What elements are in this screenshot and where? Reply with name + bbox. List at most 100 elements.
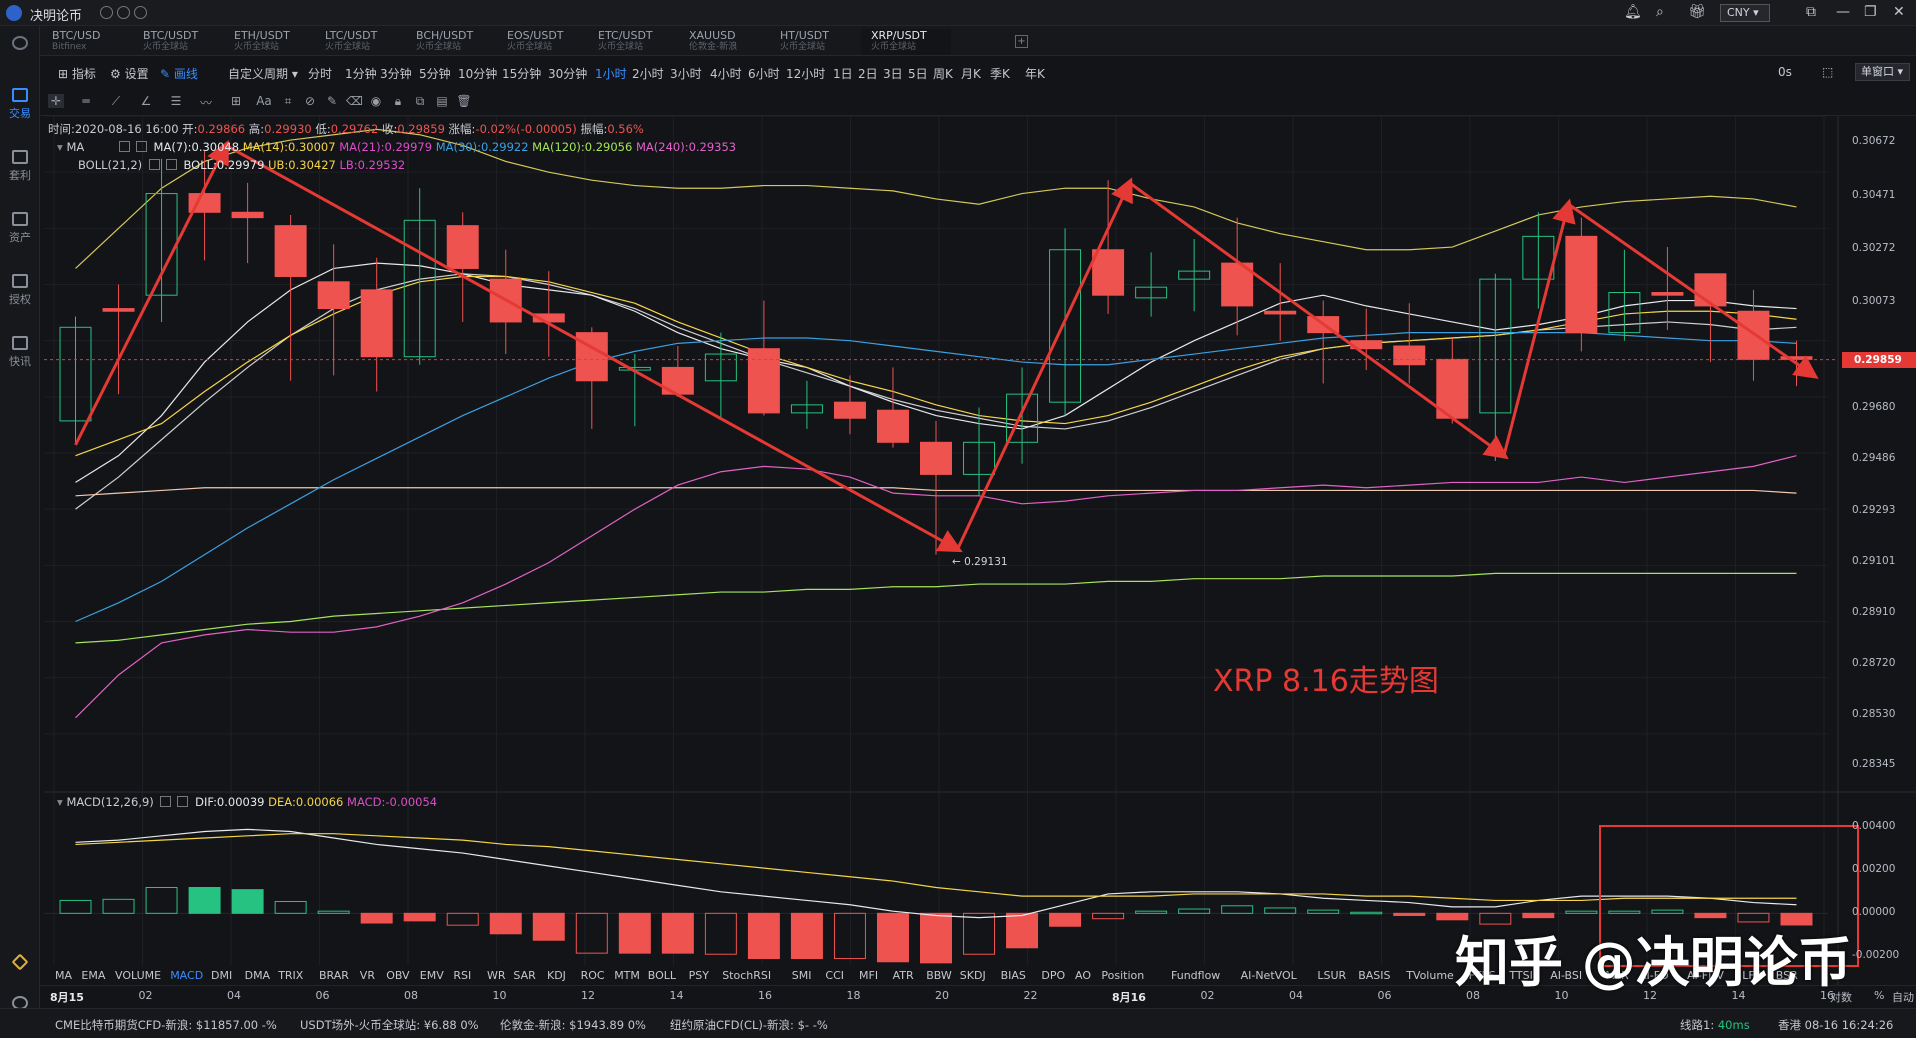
period-10[interactable]: 4小时	[710, 67, 742, 81]
indicator-tab[interactable]: StochRSI	[722, 969, 772, 982]
search-icon[interactable]: ⌕	[1656, 4, 1664, 20]
copy-icon[interactable]: ⧉	[415, 94, 425, 108]
indicator-tab[interactable]: VOLUME	[115, 969, 162, 982]
period-8[interactable]: 2小时	[632, 67, 664, 81]
period-17[interactable]: 周K	[933, 67, 953, 81]
period-11[interactable]: 6小时	[748, 67, 780, 81]
settings-button[interactable]: ⚙ 设置	[110, 67, 149, 81]
indicator-tab[interactable]: BOLL	[647, 969, 677, 982]
nav-trade[interactable]: 交易	[0, 88, 40, 121]
gift-icon[interactable]: 🎁︎	[1688, 4, 1706, 20]
wave-tool-icon[interactable]: 〰	[199, 96, 212, 110]
channel-tool-icon[interactable]: ☰	[170, 94, 182, 108]
custom-period-select[interactable]: 自定义周期 ▾	[228, 67, 298, 81]
symbol-tab[interactable]: BCH/USDT 火币全球站	[406, 29, 496, 55]
nav-arbitrage[interactable]: 套利	[0, 150, 40, 183]
add-tab-icon[interactable]: +	[1015, 35, 1028, 48]
ticker-gold[interactable]: 伦敦金-新浪: $1943.89 0%	[500, 1018, 646, 1032]
indicator-tab[interactable]: ATR	[892, 969, 914, 982]
nav-assets[interactable]: 资产	[0, 212, 40, 245]
bell-icon[interactable]: 🔔︎	[1624, 4, 1642, 20]
indicator-tab[interactable]: OBV	[386, 969, 410, 982]
period-18[interactable]: 月K	[961, 67, 981, 81]
symbol-tab[interactable]: XRP/USDT 火币全球站	[861, 29, 951, 55]
window-select[interactable]: 单窗口 ▾	[1855, 63, 1910, 81]
symbol-tab[interactable]: BTC/USD Bitfinex	[42, 29, 132, 55]
lock-icon[interactable]: 🔒︎	[394, 94, 402, 108]
screenshot-icon[interactable]: ⬚	[1822, 65, 1834, 79]
indicator-tab[interactable]: DPO	[1041, 969, 1066, 982]
period-5[interactable]: 15分钟	[502, 67, 542, 81]
indicator-tab[interactable]: TVolume	[1406, 969, 1454, 982]
text-tool-icon[interactable]: Aa	[256, 94, 272, 108]
indicator-button[interactable]: ⊞ 指标	[58, 67, 96, 81]
indicator-tab[interactable]: DMA	[244, 969, 271, 982]
layers-icon[interactable]: ▤	[436, 94, 448, 108]
currency-select[interactable]: CNY ▾	[1720, 4, 1770, 22]
fib-tool-icon[interactable]: ⌗	[284, 94, 292, 108]
indicator-tab[interactable]: AI-FD	[1639, 969, 1669, 982]
angle-tool-icon[interactable]: ∠	[140, 94, 152, 108]
indicator-tab[interactable]: LSUR	[1317, 969, 1347, 982]
period-7[interactable]: 1小时	[595, 67, 627, 81]
collapse-icon[interactable]: ▾	[57, 140, 63, 154]
period-3[interactable]: 5分钟	[419, 67, 451, 81]
period-2[interactable]: 3分钟	[380, 67, 412, 81]
crosshair-icon[interactable]: ✛	[48, 94, 64, 108]
indicator-tab[interactable]: SMI	[791, 969, 812, 982]
indicator-tab[interactable]: AI-NetVOL	[1240, 969, 1297, 982]
indicator-tab[interactable]: BSR	[1775, 969, 1798, 982]
indicator-tab[interactable]: BRAR	[319, 969, 349, 982]
indicator-tab[interactable]: EMA	[81, 969, 106, 982]
refresh-icon[interactable]	[117, 6, 130, 19]
minimize-icon[interactable]: —	[1836, 4, 1850, 20]
indicator-tab[interactable]: SAR	[513, 969, 536, 982]
indicator-tab[interactable]: MTM	[614, 969, 640, 982]
auto-scale-toggle[interactable]: 自动	[1892, 991, 1914, 1004]
indicator-tab[interactable]: TTSI	[1509, 969, 1533, 982]
macd-settings-icon[interactable]	[160, 796, 172, 807]
period-16[interactable]: 5日	[908, 67, 928, 81]
macd-collapse-icon[interactable]: ▾	[57, 795, 63, 809]
percent-scale-toggle[interactable]: %	[1874, 989, 1885, 1002]
indicator-tab[interactable]: TRIX	[278, 969, 304, 982]
boll-close-icon[interactable]	[165, 159, 177, 170]
boll-settings-icon[interactable]	[148, 159, 160, 170]
indicator-tab[interactable]: PSY	[688, 969, 709, 982]
line-tool-icon[interactable]: ═	[82, 94, 90, 108]
indicator-tab[interactable]: RSI	[453, 969, 472, 982]
ma-close-icon[interactable]	[135, 141, 147, 152]
indicator-tab[interactable]: KDJ	[547, 969, 566, 982]
grid-tool-icon[interactable]: ⊞	[230, 94, 242, 108]
period-19[interactable]: 季K	[990, 67, 1010, 81]
draw-button[interactable]: ✎ 画线	[160, 67, 198, 81]
ticker-cme[interactable]: CME比特币期货CFD-新浪: $11857.00 -%	[55, 1018, 277, 1032]
close-icon[interactable]: ✕	[1893, 4, 1905, 20]
indicator-tab[interactable]: MA	[55, 969, 73, 982]
indicator-tab[interactable]: LFR	[1742, 969, 1763, 982]
ticker-usdt[interactable]: USDT场外-火币全球站: ¥6.88 0%	[300, 1018, 479, 1032]
indicator-tab[interactable]: DMI	[211, 969, 233, 982]
period-6[interactable]: 30分钟	[548, 67, 588, 81]
indicator-tab[interactable]: SKDJ	[959, 969, 986, 982]
period-15[interactable]: 3日	[883, 67, 903, 81]
indicator-tab[interactable]: ROC	[580, 969, 605, 982]
ray-tool-icon[interactable]: ⟋	[111, 94, 121, 108]
symbol-tab[interactable]: BTC/USDT 火币全球站	[133, 29, 223, 55]
info-icon[interactable]	[100, 6, 113, 19]
indicator-tab[interactable]: AI-FDV	[1687, 969, 1724, 982]
symbol-tab[interactable]: HT/USDT 火币全球站	[770, 29, 860, 55]
magnet-icon[interactable]: ⊘	[304, 94, 316, 108]
period-1[interactable]: 1分钟	[345, 67, 377, 81]
indicator-tab[interactable]: BIAS	[1000, 969, 1026, 982]
price-scale[interactable]: 0.30672 0.30471 0.30272 0.30073 0.29859 0.296…	[1840, 116, 1916, 961]
ma-settings-icon[interactable]	[118, 141, 130, 152]
period-14[interactable]: 2日	[858, 67, 878, 81]
indicator-tab[interactable]: BBW	[926, 969, 952, 982]
period-9[interactable]: 3小时	[670, 67, 702, 81]
indicator-tab[interactable]: WR	[487, 969, 506, 982]
period-4[interactable]: 10分钟	[458, 67, 498, 81]
pen-icon[interactable]: ✎	[326, 94, 338, 108]
popout-icon[interactable]: ⧉	[1806, 4, 1816, 20]
